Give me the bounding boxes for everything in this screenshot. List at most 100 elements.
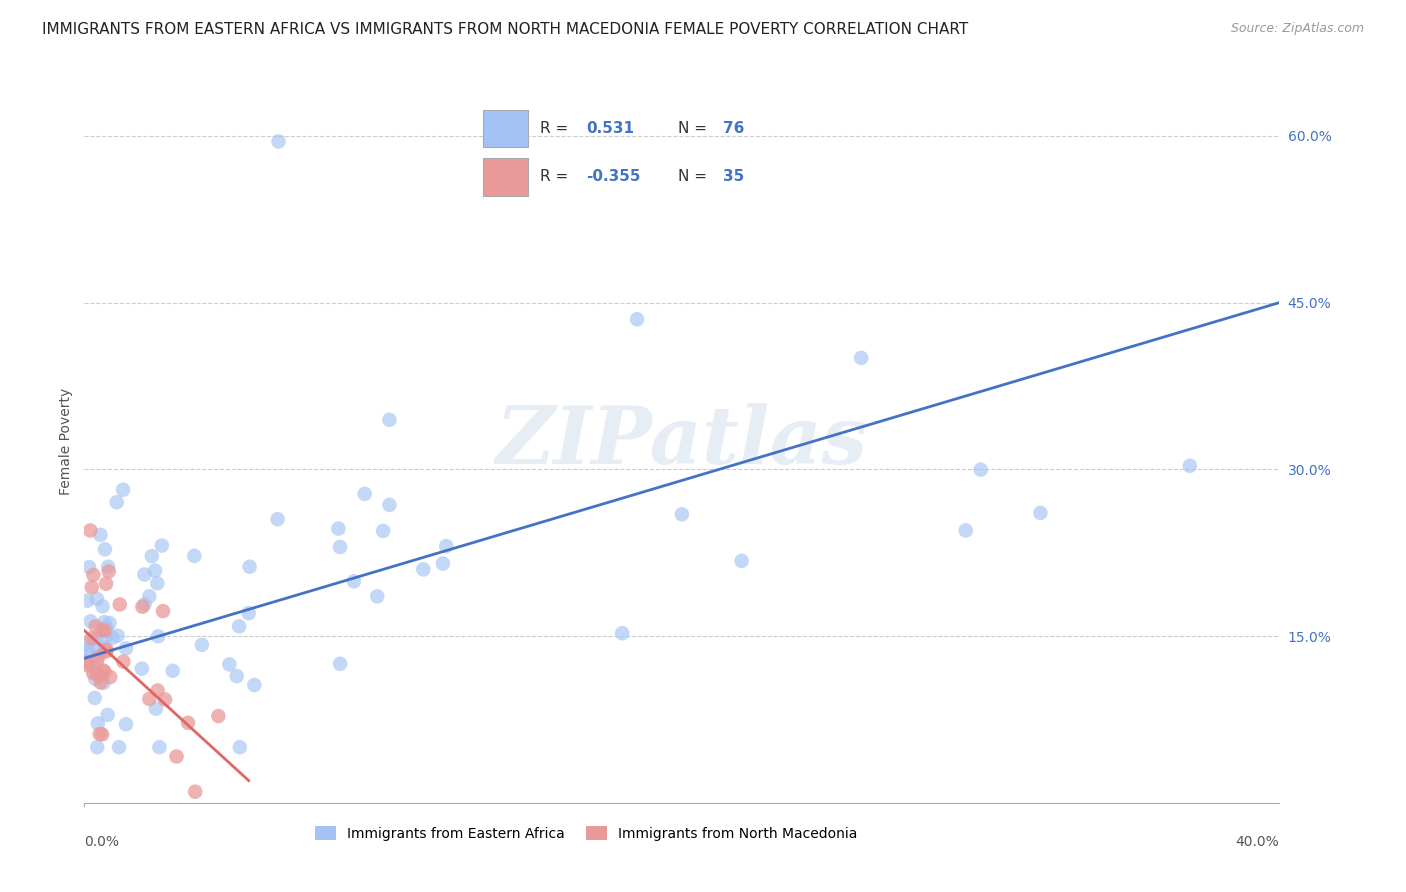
Point <box>671 508 693 522</box>
Point <box>145 702 167 716</box>
Point <box>94 542 117 557</box>
Point <box>131 662 153 676</box>
Point <box>86 740 108 755</box>
Point <box>218 657 240 672</box>
Point <box>183 549 205 563</box>
Point <box>138 692 160 706</box>
Point <box>108 740 131 755</box>
Point <box>98 615 121 630</box>
Point <box>134 567 156 582</box>
Point <box>76 636 98 650</box>
Point <box>1029 506 1052 520</box>
Point <box>93 615 115 630</box>
Point <box>94 576 117 591</box>
Point <box>108 598 131 612</box>
Point <box>150 539 173 553</box>
Point <box>626 312 648 326</box>
Point <box>731 554 754 568</box>
Point <box>89 727 111 741</box>
Point <box>82 666 104 681</box>
Point <box>94 645 117 659</box>
Point <box>191 638 214 652</box>
Point <box>115 641 138 656</box>
Point <box>166 749 188 764</box>
Point <box>238 606 260 620</box>
Point <box>228 619 250 633</box>
Point <box>97 559 120 574</box>
Point <box>162 664 184 678</box>
Point <box>373 524 395 538</box>
Point <box>115 717 138 731</box>
Point <box>97 707 120 722</box>
Point <box>112 483 135 497</box>
Text: 40.0%: 40.0% <box>1236 835 1279 849</box>
Point <box>434 539 457 553</box>
Point <box>76 658 98 673</box>
Point <box>105 495 128 509</box>
Y-axis label: Female Poverty: Female Poverty <box>59 388 73 495</box>
Point <box>80 658 103 673</box>
Point <box>77 560 100 574</box>
Point <box>153 692 176 706</box>
Point <box>76 593 98 607</box>
Point <box>432 557 454 571</box>
Point <box>148 629 170 643</box>
Point <box>91 727 114 741</box>
Point <box>378 498 401 512</box>
Point <box>84 619 107 633</box>
Point <box>83 690 105 705</box>
Point <box>343 574 366 589</box>
Point <box>80 632 103 646</box>
Point <box>97 565 120 579</box>
Point <box>84 632 107 646</box>
Point <box>207 709 229 723</box>
Point <box>328 522 350 536</box>
Point <box>148 740 170 755</box>
Point <box>91 599 114 614</box>
Point <box>79 615 101 629</box>
Point <box>96 622 118 636</box>
Point <box>89 528 111 542</box>
Point <box>93 665 115 679</box>
Point <box>76 655 98 669</box>
Point <box>141 549 163 564</box>
Point <box>138 590 160 604</box>
Point <box>412 562 434 576</box>
Point <box>143 564 166 578</box>
Point <box>86 666 108 681</box>
Point <box>1178 458 1201 473</box>
Point <box>82 568 104 582</box>
Point <box>89 669 111 683</box>
Point <box>84 672 107 686</box>
Point <box>851 351 873 365</box>
Point <box>98 670 121 684</box>
Point <box>612 626 634 640</box>
Point <box>225 669 247 683</box>
Point <box>76 646 98 660</box>
Point <box>80 580 103 594</box>
Point <box>91 664 114 678</box>
Point <box>86 641 108 656</box>
Text: Source: ZipAtlas.com: Source: ZipAtlas.com <box>1230 22 1364 36</box>
Point <box>146 576 169 591</box>
Point <box>86 591 108 606</box>
Point <box>93 624 115 638</box>
Point <box>970 462 993 476</box>
Point <box>353 487 375 501</box>
Point <box>378 413 401 427</box>
Point <box>90 623 112 637</box>
Text: ZIPatlas: ZIPatlas <box>496 403 868 480</box>
Point <box>94 640 117 655</box>
Point <box>131 599 153 614</box>
Point <box>152 604 174 618</box>
Text: IMMIGRANTS FROM EASTERN AFRICA VS IMMIGRANTS FROM NORTH MACEDONIA FEMALE POVERTY: IMMIGRANTS FROM EASTERN AFRICA VS IMMIGR… <box>42 22 969 37</box>
Point <box>366 590 388 604</box>
Point <box>329 540 352 554</box>
Legend: Immigrants from Eastern Africa, Immigrants from North Macedonia: Immigrants from Eastern Africa, Immigran… <box>309 821 863 847</box>
Point <box>146 683 169 698</box>
Point <box>243 678 266 692</box>
Point <box>96 642 118 657</box>
Point <box>94 631 117 645</box>
Point <box>229 740 252 755</box>
Point <box>107 629 129 643</box>
